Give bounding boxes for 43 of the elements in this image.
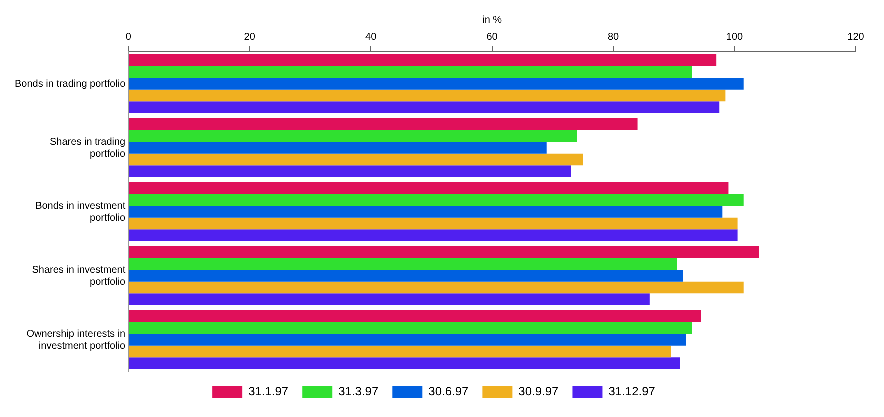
bar bbox=[129, 218, 738, 230]
bar bbox=[129, 334, 686, 346]
y-tick-label: Bonds in investment portfolio bbox=[36, 200, 126, 224]
y-tick-label: Bonds in trading portfolio bbox=[15, 78, 126, 90]
bar bbox=[129, 66, 692, 78]
bar bbox=[129, 118, 638, 130]
bar bbox=[129, 322, 692, 334]
legend-label: 31.3.97 bbox=[338, 384, 379, 398]
bar bbox=[129, 270, 684, 282]
bar bbox=[129, 78, 744, 90]
bar bbox=[129, 282, 744, 294]
bar bbox=[129, 346, 672, 358]
legend-label: 31.12.97 bbox=[608, 384, 656, 398]
x-tick-label: 80 bbox=[608, 32, 620, 43]
x-tick-label: 120 bbox=[848, 32, 865, 43]
x-tick-label: 20 bbox=[244, 32, 256, 43]
x-tick-label: 0 bbox=[126, 32, 132, 43]
bar bbox=[129, 310, 702, 322]
legend-label: 31.1.97 bbox=[248, 384, 289, 398]
x-tick-label: 100 bbox=[726, 32, 744, 43]
bar bbox=[129, 90, 726, 102]
bar bbox=[129, 294, 650, 306]
bar bbox=[129, 54, 717, 66]
bar bbox=[129, 130, 578, 142]
bar bbox=[129, 206, 723, 218]
y-tick-label: Shares in investment portfolio bbox=[32, 264, 126, 288]
bar bbox=[129, 230, 738, 242]
y-tick-label: Shares in trading portfolio bbox=[50, 136, 126, 160]
bar bbox=[129, 194, 744, 206]
bar bbox=[129, 142, 547, 154]
x-tick-label: 60 bbox=[486, 32, 498, 43]
x-tick-label: 40 bbox=[366, 32, 378, 43]
bar bbox=[129, 102, 720, 114]
bar bbox=[129, 182, 729, 194]
legend-label: 30.6.97 bbox=[428, 384, 470, 398]
bar bbox=[129, 154, 584, 166]
bar bbox=[129, 246, 760, 258]
bar bbox=[129, 258, 678, 270]
bar bbox=[129, 166, 572, 178]
legend-label: 30.9.97 bbox=[518, 384, 560, 398]
y-tick-label: Ownership interests in investment portfolio bbox=[26, 328, 126, 352]
bar bbox=[129, 358, 680, 370]
x-axis-title: in % bbox=[482, 14, 502, 26]
